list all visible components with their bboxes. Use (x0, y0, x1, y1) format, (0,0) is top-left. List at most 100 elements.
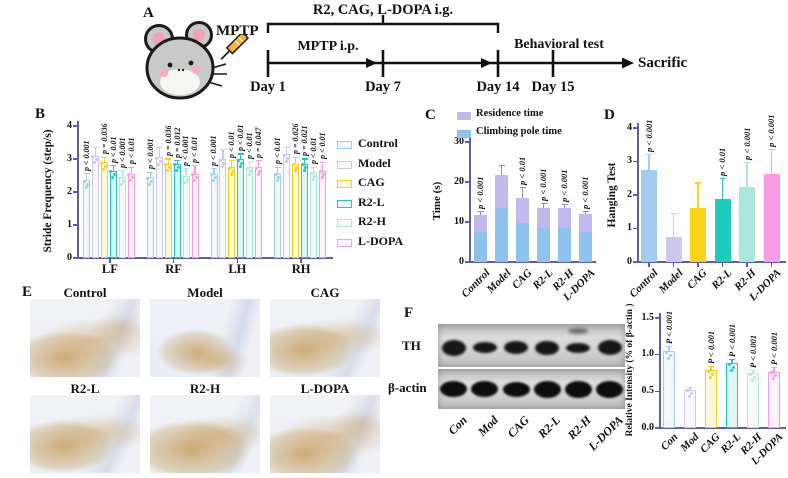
axis-line (109, 259, 111, 263)
legend-label-r2-l: R2-L (358, 194, 385, 209)
data-point (120, 182, 124, 186)
data-point (772, 377, 775, 381)
axis-line (121, 170, 123, 178)
axis-line (73, 224, 78, 226)
legend-label-residence: Residence time (476, 108, 544, 119)
data-point (91, 155, 95, 159)
p-value-label: p < 0.01 (245, 132, 255, 160)
axis-line (321, 162, 324, 171)
axis-line (695, 182, 701, 184)
bar-r2-h (739, 186, 755, 262)
axis-line (277, 167, 279, 174)
axis-line (768, 149, 775, 151)
group-label: RH (291, 262, 311, 276)
axis-line (147, 171, 154, 173)
data-point (311, 177, 315, 181)
p-value-label: p < 0.01 (717, 147, 728, 176)
axis-line (542, 203, 545, 208)
bar-cag (164, 163, 172, 258)
p-value-label: p < 0.001 (145, 138, 155, 170)
data-point (149, 179, 153, 183)
axis-line (304, 159, 306, 164)
tick-label: 1 (67, 218, 72, 230)
axis-line (228, 160, 235, 162)
axis-line (721, 178, 724, 200)
bar-model (155, 157, 163, 258)
data-point (668, 353, 672, 357)
data-point (752, 375, 756, 379)
data-point (155, 156, 159, 160)
data-point (222, 161, 226, 165)
p-value-label: p < 0.01 (190, 136, 200, 163)
axis-line (174, 160, 181, 162)
bactin-band-r2-l (533, 380, 561, 398)
axis-line (637, 123, 639, 262)
axis-line (637, 260, 786, 264)
tick-label: 4 (627, 121, 632, 133)
histology-image-cag (270, 299, 380, 377)
data-point (127, 173, 131, 177)
axis-line (213, 168, 215, 174)
bar-r2-l (109, 170, 117, 258)
p-value-label: P < 0.001 (705, 330, 716, 364)
axis-line (746, 162, 748, 187)
data-point (730, 368, 733, 372)
data-point (100, 161, 104, 165)
th-band-l-dopa (597, 340, 622, 355)
group-label: LF (101, 262, 118, 276)
data-point (86, 182, 89, 186)
data-point (277, 176, 281, 180)
legend-swatch-cag (337, 180, 352, 188)
axis-line (648, 154, 650, 170)
blot-panel-bactin (438, 369, 625, 409)
axis-line (465, 181, 470, 183)
axis-line (237, 153, 244, 155)
data-point (229, 172, 233, 176)
histology-image-model (150, 299, 260, 377)
axis-line (300, 259, 302, 263)
axis-line (655, 353, 660, 356)
axis-line (773, 367, 775, 372)
bar-l-dopa (255, 167, 263, 258)
data-point (84, 185, 88, 189)
histology-label-cag: CAG (310, 285, 340, 300)
axis-line (101, 156, 108, 158)
axis-line (744, 161, 750, 164)
bar-r2-h (310, 172, 318, 258)
tick-label: 0.5 (641, 384, 655, 396)
axis-line (83, 173, 90, 175)
legend-swatch-model (337, 160, 352, 169)
syringe-icon (220, 34, 252, 60)
bar-model (283, 154, 291, 258)
axis-line (128, 166, 135, 168)
day15-label: Day 15 (531, 79, 575, 95)
data-point (709, 375, 712, 379)
axis-line (165, 158, 172, 160)
bar-climbing-cag (516, 222, 529, 262)
panel-f-label: F (404, 305, 414, 321)
bar-l-dopa (763, 174, 780, 262)
bar-l-dopa (191, 173, 199, 258)
bar-control (641, 169, 657, 262)
p-value-label: p < 0.001 (766, 114, 777, 148)
panel-e-label: E (22, 284, 33, 300)
data-point (193, 179, 196, 183)
data-point (247, 172, 251, 176)
axis-line (477, 210, 484, 212)
tick-label: 3 (627, 155, 632, 166)
data-point (256, 172, 260, 176)
p-value-label: P < 0.001 (663, 310, 674, 345)
data-point (194, 176, 198, 180)
day7-label: Day 7 (365, 79, 401, 95)
data-point (182, 175, 186, 178)
axis-line (771, 367, 777, 369)
data-point (213, 176, 217, 180)
data-point (689, 392, 693, 396)
p-value-label: p < 0.01 (308, 137, 318, 165)
bar-r2-l (173, 163, 181, 258)
data-point (236, 158, 240, 162)
axis-line (469, 260, 596, 264)
bar-control (274, 173, 282, 258)
bar-control (146, 177, 154, 258)
axis-line (719, 177, 726, 179)
